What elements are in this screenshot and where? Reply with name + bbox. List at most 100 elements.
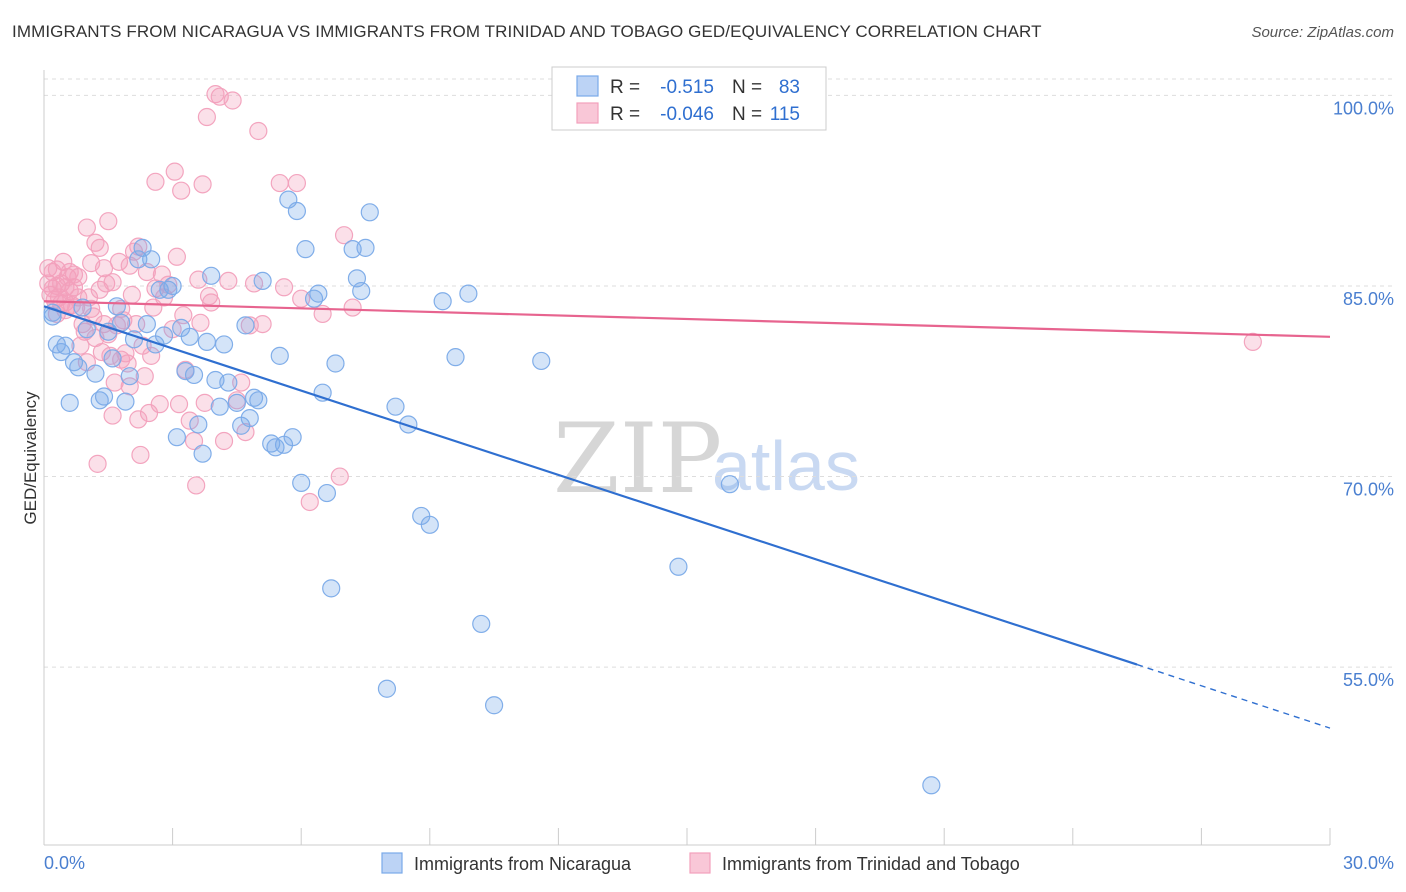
trinidad-point-56: [127, 314, 146, 334]
nicaragua-point-34: [193, 444, 212, 463]
trinidad-point-26: [77, 218, 96, 237]
trinidad-point-60: [135, 367, 154, 386]
trinidad-point-92: [223, 91, 242, 110]
nicaragua-point-50: [270, 346, 289, 365]
trinidad-point-114: [129, 410, 148, 429]
stats-r-value-nicaragua: -0.515: [660, 77, 714, 98]
series-legend: Immigrants from Nicaragua Immigrants fro…: [381, 852, 1020, 874]
trinidad-point-112: [64, 265, 84, 284]
nicaragua-point-35: [197, 332, 216, 351]
nicaragua-point-58: [309, 284, 328, 303]
trinidad-point-106: [330, 467, 349, 486]
nicaragua-point-77: [485, 696, 504, 715]
nicaragua-point-79: [669, 557, 688, 576]
series-nicaragua-main: [43, 190, 941, 795]
trinidad-point-58: [131, 445, 150, 465]
watermark-zip: ZIP: [553, 403, 722, 515]
trinidad-point-100: [270, 173, 289, 193]
trinidad-point-78: [180, 411, 199, 430]
trinidad-point-43: [103, 273, 122, 292]
trinidad-point-108: [343, 298, 362, 317]
trinidad-point-90: [214, 431, 234, 451]
nicaragua-point-73: [433, 292, 452, 311]
trinidad-point-63: [142, 346, 161, 365]
series-nicaragua-points: [39, 85, 1262, 512]
trinidad-point-85: [197, 107, 216, 127]
nicaragua-point-53: [283, 428, 302, 447]
y-tick-label-0: 100.0%: [1333, 98, 1394, 118]
trinidad-point-101: [274, 278, 294, 297]
nicaragua-point-70: [399, 415, 418, 434]
trinidad-point-75: [172, 181, 191, 200]
x-axis-ticks: [43, 828, 1331, 845]
nicaragua-point-16: [116, 392, 135, 411]
x-tick-label-max: 30.0%: [1343, 853, 1394, 873]
trinidad-point-40: [99, 212, 118, 231]
nicaragua-point-63: [343, 240, 362, 259]
stats-legend: R = -0.515 N = 83 R = -0.046 N = 115: [551, 66, 827, 131]
nicaragua-point-12: [99, 322, 118, 341]
nicaragua-point-46: [249, 391, 268, 410]
nicaragua-point-41: [227, 393, 246, 412]
trinidad-point-46: [109, 252, 129, 271]
legend-swatch-nicaragua: [381, 852, 403, 874]
trinidad-point-66: [146, 172, 165, 191]
nicaragua-point-14: [107, 297, 126, 316]
stats-n-label-nicaragua: N =: [732, 77, 762, 98]
trinidad-point-73: [167, 247, 186, 266]
trinidad-point-38: [97, 274, 116, 293]
trinidad-point-91: [219, 271, 238, 291]
legend-swatch-trinidad: [689, 852, 711, 874]
y-axis-tick-labels: 100.0% 85.0% 70.0% 55.0%: [1333, 98, 1394, 690]
nicaragua-point-17: [120, 367, 139, 386]
stats-n-value-nicaragua: 83: [779, 77, 800, 98]
nicaragua-point-76: [472, 614, 491, 634]
nicaragua-point-31: [180, 327, 199, 346]
nicaragua-point-43: [236, 316, 255, 335]
nicaragua-trend-extension: [1136, 663, 1331, 729]
source-credit: Source: ZipAtlas.com: [1251, 24, 1394, 41]
y-tick-label-1: 85.0%: [1343, 289, 1394, 309]
nicaragua-point-13: [103, 349, 122, 368]
nicaragua-point-55: [292, 473, 311, 493]
nicaragua-point-21: [137, 314, 156, 334]
trinidad-point-102: [287, 173, 307, 193]
nicaragua-point-44: [240, 409, 259, 428]
trend-lines: [43, 300, 1331, 729]
trinidad-point-83: [193, 175, 212, 194]
nicaragua-point-65: [352, 281, 371, 301]
y-tick-label-2: 70.0%: [1343, 480, 1394, 500]
trinidad-point-72: [165, 162, 184, 181]
trinidad-point-22: [71, 336, 90, 355]
legend-label-nicaragua: Immigrants from Nicaragua: [414, 854, 632, 874]
trinidad-point-82: [191, 313, 210, 332]
nicaragua-point-80: [720, 475, 739, 494]
stats-n-value-trinidad: 115: [770, 104, 800, 125]
trinidad-point-41: [101, 346, 120, 365]
stats-r-value-trinidad: -0.046: [660, 104, 714, 125]
watermark-atlas: atlas: [712, 427, 860, 505]
y-tick-label-3: 55.0%: [1343, 670, 1394, 690]
trinidad-point-33: [88, 454, 107, 473]
trinidad-point-68: [152, 265, 171, 284]
trinidad-point-42: [103, 406, 122, 425]
nicaragua-point-78: [532, 351, 551, 371]
stats-swatch-nicaragua: [576, 75, 599, 97]
trinidad-point-18: [64, 278, 84, 297]
stats-r-label-nicaragua: R =: [610, 77, 640, 98]
trinidad-point-104: [300, 492, 319, 512]
nicaragua-point-4: [60, 393, 79, 412]
nicaragua-point-38: [210, 397, 229, 416]
nicaragua-point-19: [129, 250, 148, 269]
nicaragua-point-27: [163, 276, 182, 296]
nicaragua-point-54: [287, 201, 307, 221]
chart-title: IMMIGRANTS FROM NICARAGUA VS IMMIGRANTS …: [12, 22, 1042, 41]
nicaragua-point-6: [69, 358, 88, 377]
nicaragua-point-39: [214, 335, 234, 354]
trinidad-point-99: [253, 314, 272, 334]
nicaragua-point-67: [360, 203, 379, 222]
trinidad-point-103: [292, 289, 311, 308]
nicaragua-point-33: [189, 415, 208, 434]
trinidad-point-96: [240, 316, 259, 335]
